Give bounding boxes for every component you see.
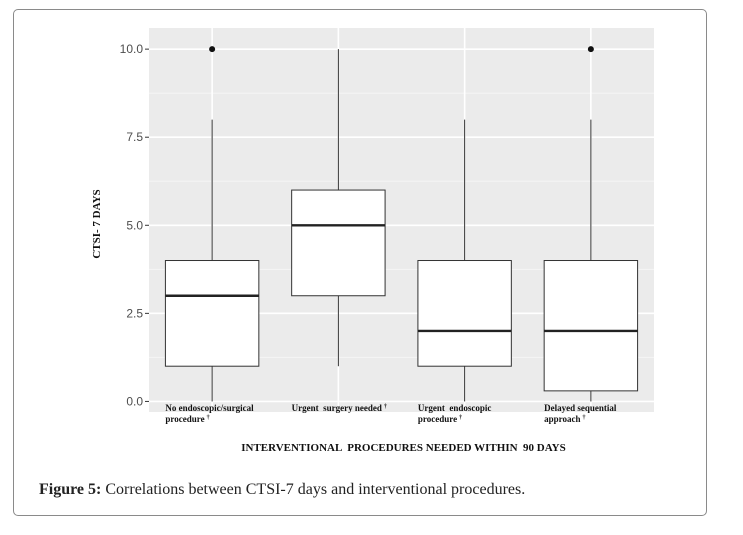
box-iqr — [164, 260, 260, 367]
boxes — [164, 46, 639, 402]
x-category-mark: † — [583, 415, 586, 421]
x-category-mark: † — [207, 415, 210, 421]
outlier-point — [209, 46, 216, 53]
x-category-label: No endoscopic/surgical — [165, 403, 254, 413]
box-2 — [291, 49, 386, 367]
x-category-label: procedure † — [165, 414, 209, 424]
outlier-point — [587, 46, 594, 53]
box-iqr — [543, 260, 639, 392]
x-category-label: approach † — [544, 414, 585, 424]
x-category-mark: † — [459, 415, 462, 421]
y-axis: 0.0 2.5 5.0 7.5 10.0 — [120, 42, 149, 408]
x-category-label: Urgent endoscopic — [418, 403, 492, 413]
y-tick-label: 7.5 — [126, 130, 143, 144]
box-4 — [543, 46, 639, 402]
box-1 — [164, 46, 260, 402]
y-tick-label: 10.0 — [120, 42, 144, 56]
x-axis-title: INTERVENTIONAL PROCEDURES NEEDED WITHIN … — [241, 442, 566, 454]
x-category-label: Delayed sequential — [544, 403, 617, 413]
box-iqr — [291, 189, 386, 297]
box-3 — [417, 119, 512, 402]
y-axis-title: CTSI- 7 DAYS — [91, 189, 103, 258]
caption-label: Figure 5: — [39, 481, 102, 498]
y-tick-label: 5.0 — [126, 218, 143, 232]
box-iqr — [417, 260, 512, 367]
y-tick-label: 2.5 — [126, 306, 143, 320]
caption-text: Correlations between CTSI-7 days and int… — [101, 481, 526, 498]
x-category-mark: † — [384, 404, 387, 410]
x-category-label: Urgent surgery needed † — [292, 403, 387, 413]
x-category-label: procedure † — [418, 414, 462, 424]
y-tick-label: 0.0 — [126, 394, 143, 408]
figure-caption: Figure 5: Correlations between CTSI-7 da… — [39, 481, 525, 499]
